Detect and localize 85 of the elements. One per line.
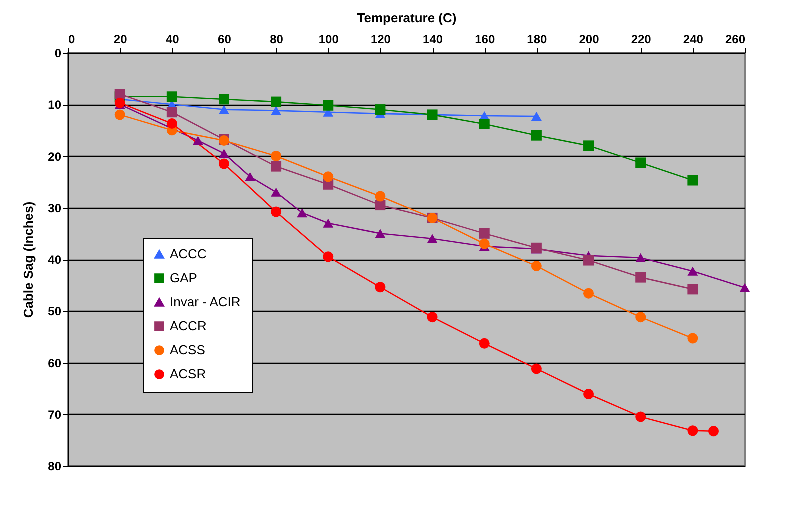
y-tick-label: 60 <box>48 356 62 370</box>
point <box>375 229 386 238</box>
point <box>584 389 594 400</box>
point <box>323 172 334 182</box>
point <box>245 172 256 182</box>
x-tick-label: 240 <box>683 32 704 46</box>
legend-label: ACCR <box>170 318 207 334</box>
point <box>584 140 594 152</box>
y-axis-title: Cable Sag (Inches) <box>21 202 36 318</box>
x-tick-label: 100 <box>318 32 340 46</box>
x-tick-label: 120 <box>370 32 392 46</box>
point <box>271 206 282 218</box>
x-tick-label: 140 <box>423 32 444 46</box>
x-tick-label: 180 <box>527 32 548 46</box>
point <box>479 238 490 250</box>
point <box>375 200 386 211</box>
point <box>688 175 698 186</box>
point <box>584 288 594 299</box>
point <box>375 191 386 202</box>
point <box>688 426 698 436</box>
point <box>636 312 646 323</box>
x-tick-label: 160 <box>475 32 496 46</box>
point <box>271 151 282 162</box>
y-tick-label: 10 <box>48 98 62 112</box>
y-tick-label: 20 <box>48 150 62 164</box>
point <box>740 283 750 292</box>
point <box>323 252 334 262</box>
point <box>114 110 126 120</box>
point <box>531 130 542 141</box>
point <box>218 158 230 170</box>
point <box>218 94 230 105</box>
x-tick-label: 200 <box>579 32 600 46</box>
point <box>531 364 542 374</box>
point <box>479 338 490 349</box>
legend-label: Invar - ACIR <box>170 294 241 310</box>
y-tick-label: 40 <box>48 253 62 267</box>
point <box>271 188 282 197</box>
point <box>218 149 230 158</box>
legend-label: ACSR <box>170 366 206 382</box>
point <box>192 136 204 146</box>
point <box>708 426 719 437</box>
x-axis-title: Temperature (C) <box>357 10 457 26</box>
x-tick-label: 20 <box>114 32 128 46</box>
point <box>114 98 126 108</box>
point <box>688 266 698 276</box>
y-tick-label: 50 <box>48 304 62 319</box>
point <box>479 228 490 239</box>
x-tick-label: 220 <box>631 32 652 46</box>
point <box>584 255 594 266</box>
point <box>427 234 438 244</box>
point <box>323 100 334 111</box>
x-tick-label: 80 <box>270 32 284 46</box>
y-tick-label: 30 <box>48 201 62 216</box>
point <box>323 218 334 228</box>
point <box>166 107 178 118</box>
y-tick-label: 0 <box>54 46 62 60</box>
point <box>636 272 646 283</box>
point <box>636 253 646 262</box>
point <box>636 412 646 422</box>
point <box>688 333 698 344</box>
y-tick-label: 80 <box>48 460 62 474</box>
point <box>427 312 438 323</box>
x-tick-label: 60 <box>218 32 232 46</box>
point <box>479 119 490 130</box>
point <box>218 105 230 114</box>
legend-label: ACCC <box>170 246 207 262</box>
point <box>531 260 542 272</box>
point <box>531 112 542 122</box>
x-tick-label: 260 <box>725 32 746 46</box>
point <box>688 284 698 295</box>
y-tick-label: 70 <box>48 408 62 422</box>
point <box>297 208 308 218</box>
point <box>166 92 178 102</box>
point <box>166 118 178 129</box>
legend-label: GAP <box>170 270 198 286</box>
point <box>114 89 126 100</box>
x-tick-label: 0 <box>68 32 76 46</box>
point <box>271 106 282 116</box>
point <box>271 161 282 172</box>
point <box>271 96 282 108</box>
point <box>375 104 386 116</box>
legend-label: ACSS <box>170 342 206 358</box>
point <box>375 282 386 293</box>
point <box>636 158 646 168</box>
x-tick-label: 40 <box>166 32 180 46</box>
